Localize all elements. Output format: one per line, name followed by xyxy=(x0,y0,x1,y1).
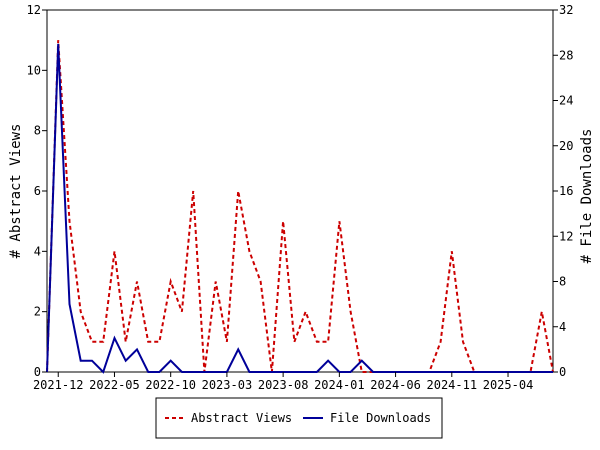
x-tick-label: 2021-12 xyxy=(33,378,84,392)
left-tick-label: 6 xyxy=(34,184,41,198)
right-tick-label: 4 xyxy=(559,320,566,334)
x-tick-label: 2022-10 xyxy=(145,378,196,392)
series-line-file-downloads xyxy=(46,43,553,374)
x-tick-label: 2025-04 xyxy=(483,378,534,392)
legend: Abstract Views File Downloads xyxy=(155,397,443,439)
left-tick-label: 0 xyxy=(34,365,41,379)
x-tick-label: 2022-05 xyxy=(89,378,140,392)
right-tick-label: 28 xyxy=(559,48,573,62)
x-tick-label: 2023-03 xyxy=(202,378,253,392)
right-tick-label: 16 xyxy=(559,184,573,198)
x-axis: 2021-12 2022-05 2022-10 2023-03 2023-08 2024-… xyxy=(33,372,533,392)
left-tick-label: 2 xyxy=(34,305,41,319)
left-axis: 0 2 4 6 8 10 12 xyxy=(27,3,47,379)
x-tick-label: 2024-11 xyxy=(427,378,478,392)
right-axis-title: # File Downloads xyxy=(579,129,595,264)
right-tick-label: 8 xyxy=(559,275,566,289)
right-tick-label: 20 xyxy=(559,139,573,153)
plot-frame xyxy=(46,9,554,373)
right-tick-label: 12 xyxy=(559,229,573,243)
right-tick-label: 0 xyxy=(559,365,566,379)
legend-label-file-downloads: File Downloads xyxy=(330,411,431,425)
legend-label-abstract-views: Abstract Views xyxy=(191,411,292,425)
legend-box xyxy=(155,397,443,439)
left-tick-label: 8 xyxy=(34,124,41,138)
left-tick-label: 12 xyxy=(27,3,41,17)
series-line-abstract-views xyxy=(46,40,554,373)
right-axis: 0 4 8 12 16 20 24 28 32 xyxy=(553,3,573,379)
x-tick-label: 2024-01 xyxy=(314,378,365,392)
right-tick-label: 32 xyxy=(559,3,573,17)
left-tick-label: 4 xyxy=(34,244,41,258)
x-tick-label: 2023-08 xyxy=(258,378,309,392)
left-axis-title: # Abstract Views xyxy=(8,124,24,259)
plot-area xyxy=(46,9,554,374)
x-tick-label: 2024-06 xyxy=(370,378,421,392)
left-tick-label: 10 xyxy=(27,63,41,77)
right-tick-label: 24 xyxy=(559,94,573,108)
